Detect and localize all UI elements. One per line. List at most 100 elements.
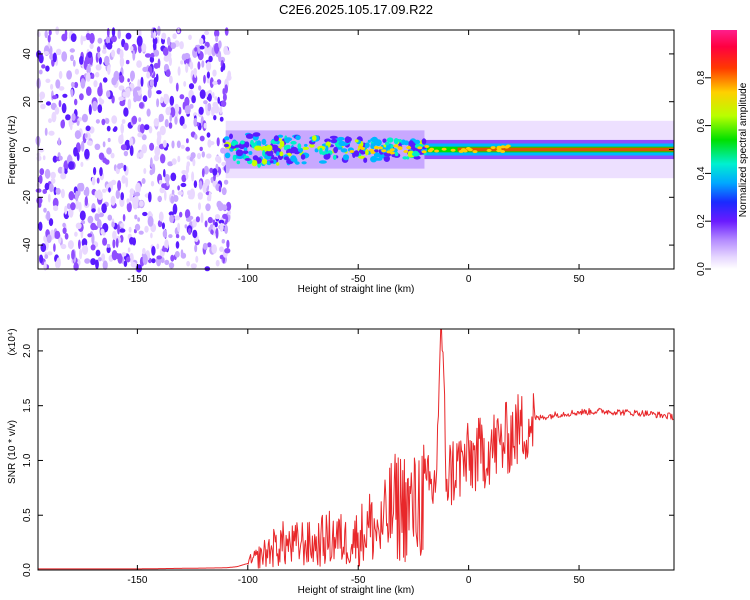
noise-speck [96, 46, 101, 53]
noise-speck [95, 64, 102, 71]
noise-speck [151, 245, 156, 256]
noise-speck [62, 93, 68, 98]
noise-speck [206, 61, 211, 71]
noise-speck [91, 73, 95, 79]
signal-hotspot [389, 148, 395, 152]
y-tick-label: 0 [22, 146, 33, 152]
snr-panel: -150 -100 -50 0 50 0.0 0.5 1.0 1.5 2.0 (x10⁴) He… [7, 328, 675, 596]
noise-speck [190, 263, 197, 269]
noise-speck [50, 171, 56, 179]
noise-speck [156, 255, 162, 260]
signal-blob [344, 136, 351, 144]
noise-speck [111, 77, 117, 86]
noise-speck [64, 205, 68, 215]
noise-speck [141, 134, 147, 141]
signal-blob [312, 135, 317, 142]
signal-blob [302, 146, 310, 150]
noise-speck [157, 195, 162, 202]
noise-speck [65, 114, 71, 121]
noise-speck [220, 147, 226, 154]
noise-speck [175, 234, 180, 239]
colorbar-gradient [711, 30, 737, 269]
noise-speck [81, 244, 89, 255]
signal-blob [234, 144, 242, 148]
noise-speck [105, 35, 111, 44]
noise-speck [214, 221, 218, 228]
signal-blob [370, 137, 378, 142]
noise-speck [184, 105, 191, 115]
noise-speck [118, 96, 124, 102]
noise-speck [48, 218, 54, 227]
noise-speck [159, 186, 165, 194]
x-tick-label: 50 [573, 575, 585, 586]
signal-hotspot [427, 149, 433, 153]
noise-speck [147, 87, 152, 99]
noise-speck [184, 209, 191, 219]
x-tick-label: 0 [466, 575, 472, 586]
noise-speck [156, 243, 160, 250]
noise-speck [198, 37, 204, 45]
noise-speck [186, 138, 189, 144]
noise-speck [44, 30, 48, 39]
noise-speck [159, 125, 166, 136]
noise-speck [60, 188, 65, 199]
signal-blob [332, 154, 337, 160]
noise-speck [85, 72, 91, 82]
snr-series-line [38, 328, 674, 570]
noise-speck [47, 251, 53, 256]
noise-speck [156, 98, 160, 108]
signal-hotspot [450, 148, 456, 152]
signal-blob [385, 141, 390, 146]
noise-speck [39, 254, 44, 264]
noise-speck [174, 251, 180, 258]
noise-speck [143, 168, 147, 174]
signal-hotspot [357, 145, 363, 149]
noise-speck [40, 103, 46, 110]
noise-speck [91, 208, 96, 213]
noise-speck [80, 161, 84, 167]
noise-speck [219, 116, 224, 122]
noise-speck [204, 30, 210, 36]
signal-hotspot [393, 144, 399, 148]
noise-speck [36, 77, 41, 89]
noise-speck [207, 89, 213, 95]
noise-speck [121, 252, 127, 257]
noise-speck [224, 84, 228, 94]
noise-speck [161, 183, 167, 189]
signal-blob [244, 141, 250, 148]
noise-speck [212, 69, 217, 77]
noise-speck [130, 45, 134, 52]
noise-speck [214, 214, 221, 220]
noise-speck [113, 126, 118, 132]
noise-speck [189, 61, 194, 70]
noise-speck [39, 96, 43, 104]
noise-speck [160, 257, 165, 264]
signal-blob [277, 134, 284, 138]
noise-speck [69, 122, 73, 131]
noise-speck [150, 180, 155, 187]
signal-blob [279, 140, 285, 148]
noise-speck [171, 140, 175, 149]
noise-speck [74, 68, 79, 75]
noise-speck [128, 226, 132, 233]
noise-speck [52, 155, 58, 163]
noise-speck [85, 125, 91, 132]
spectrogram-y-label: Frequency (Hz) [7, 116, 18, 185]
noise-speck [60, 243, 67, 250]
noise-speck [54, 106, 60, 115]
signal-blob [373, 152, 381, 158]
noise-speck [162, 229, 168, 238]
signal-hotspot [381, 149, 387, 153]
band-stable-peak [457, 147, 674, 152]
signal-blob [248, 151, 253, 155]
noise-speck [87, 215, 94, 224]
noise-speck [168, 234, 173, 239]
noise-speck [209, 167, 214, 173]
noise-speck [197, 61, 201, 70]
noise-speck [220, 66, 224, 73]
noise-speck [129, 237, 135, 245]
noise-speck [141, 144, 148, 154]
noise-speck [139, 151, 144, 159]
signal-blob [244, 158, 251, 161]
noise-speck [95, 249, 101, 257]
